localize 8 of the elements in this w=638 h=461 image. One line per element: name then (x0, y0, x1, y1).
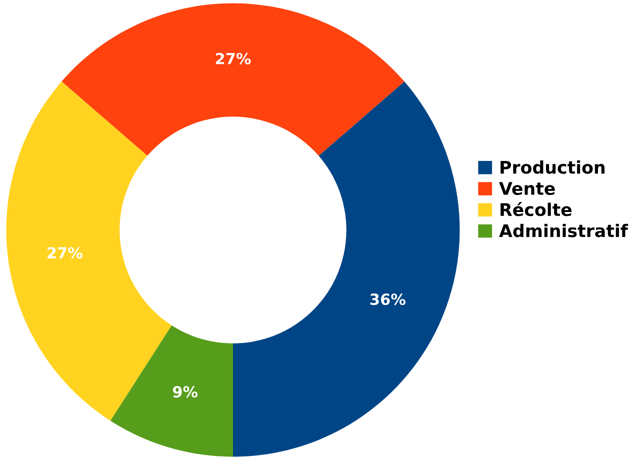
data-label: 9% (172, 386, 198, 398)
legend-label: Récolte (500, 202, 572, 216)
legend-label: Vente (499, 182, 555, 195)
data-label: 27% (216, 52, 251, 64)
data-label: 27% (48, 247, 82, 259)
legend-label: Production (500, 160, 604, 174)
data-label: 36% (370, 294, 406, 306)
legend-label: Administratif (499, 224, 628, 238)
